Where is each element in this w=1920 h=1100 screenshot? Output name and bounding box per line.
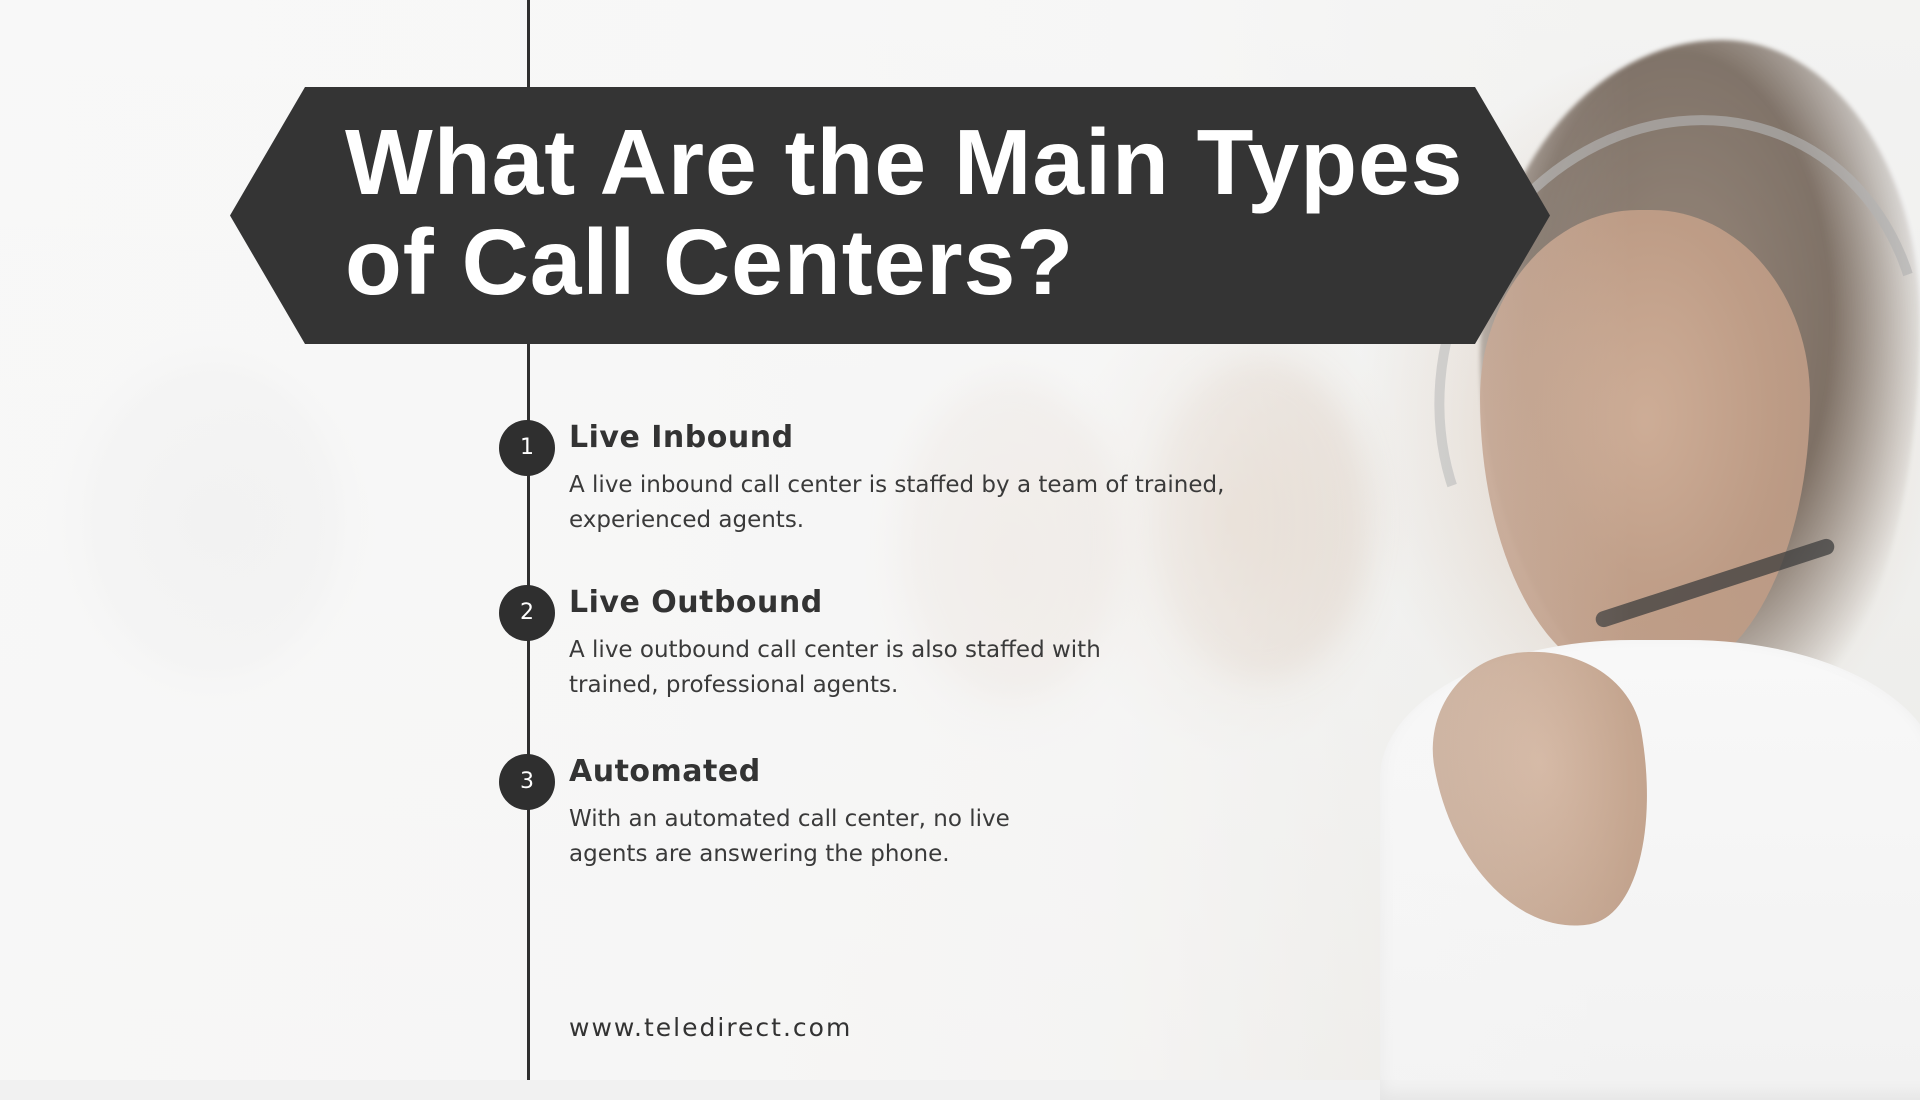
step-description: A live inbound call center is staffed by… xyxy=(569,472,1225,533)
step-number-badge: 3 xyxy=(499,754,555,810)
step-number-badge: 2 xyxy=(499,585,555,641)
step-title: Automated xyxy=(569,754,761,789)
website-url: www.teledirect.com xyxy=(569,1013,853,1042)
title-banner xyxy=(230,87,1550,344)
timeline-line xyxy=(527,0,530,1080)
step-description: A live outbound call center is also staf… xyxy=(569,637,1101,698)
page-title: What Are the Main Types of Call Centers? xyxy=(345,110,1464,314)
step-number-badge: 1 xyxy=(499,420,555,476)
step-title: Live Inbound xyxy=(569,420,794,455)
step-title: Live Outbound xyxy=(569,585,823,620)
step-description: With an automated call center, no live ag… xyxy=(569,806,1010,867)
